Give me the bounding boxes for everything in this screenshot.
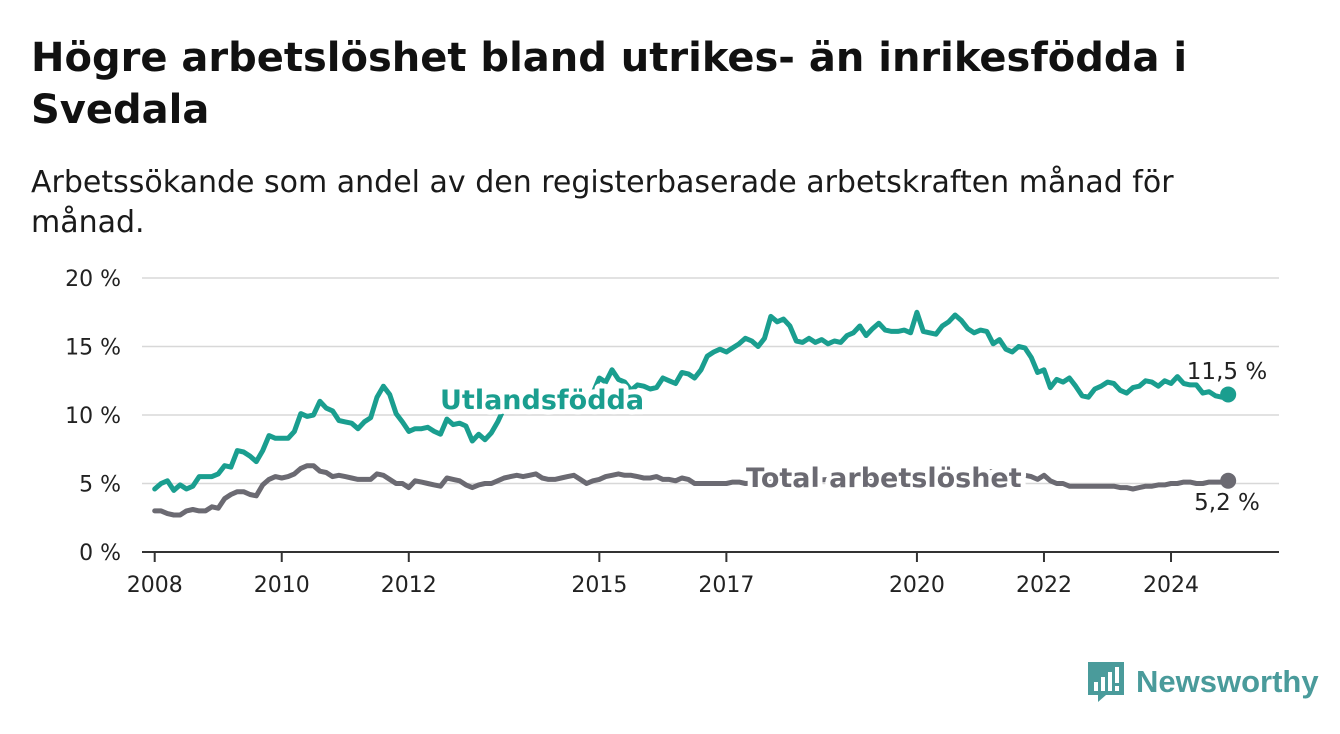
end-value-label: 11,5 % [1187,359,1267,385]
end-value-halo: 11,5 % [1187,359,1267,385]
series-line-0 [152,309,1231,493]
bar-chart-logo-icon [1088,662,1124,702]
series-end-dot-0 [1220,386,1237,403]
series-name-label: Utlandsfödda [440,385,644,416]
x-tick-label: 2008 [127,573,183,598]
x-tick-label: 2024 [1143,573,1199,598]
x-tick-label: 2012 [381,573,437,598]
y-tick-label: 10 % [65,404,121,429]
x-tick-label: 2020 [889,573,945,598]
y-axis: 0 % 5 % 10 % 15 % 20 % [65,267,121,566]
series-line-1 [152,463,1231,518]
y-tick-label: 15 % [65,336,121,361]
x-tick-label: 2017 [698,573,754,598]
y-tick-label: 0 % [79,541,121,566]
series-lines [152,309,1237,518]
series-name-halo: Total arbetslöshet [746,463,1022,494]
series-name-label: Total arbetslöshet [746,463,1022,494]
series-end-dot-1 [1220,472,1237,489]
series-name-halo: Utlandsfödda [440,385,644,416]
x-tick-label: 2022 [1016,573,1072,598]
end-value-label: 5,2 % [1194,490,1260,516]
end-value-halo: 5,2 % [1194,490,1260,516]
x-tick-label: 2015 [571,573,627,598]
x-axis: 2008 2010 2012 2015 2017 2020 2022 2024 [127,551,1279,598]
brand-logo: Newsworthy [1088,660,1319,704]
brand-name: Newsworthy [1136,664,1319,699]
y-tick-label: 5 % [79,473,121,498]
x-tick-label: 2010 [254,573,310,598]
chart-title: Högre arbetslöshet bland utrikes- än inr… [31,35,1188,133]
y-tick-label: 20 % [65,267,121,292]
chart-subtitle: Arbetssökande som andel av den registerb… [31,165,1174,240]
